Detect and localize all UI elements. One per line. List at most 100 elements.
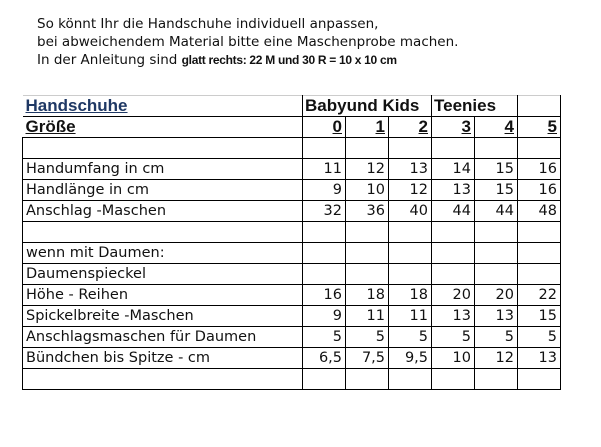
size-cell: 3 xyxy=(431,116,475,138)
value-cell: 9,5 xyxy=(388,347,432,369)
group-baby-kids: Babyund Kids xyxy=(302,95,432,117)
value-cell xyxy=(431,137,475,159)
header-empty-cell xyxy=(517,95,561,117)
value-cell: 14 xyxy=(431,158,475,180)
row-label: Handlänge in cm xyxy=(22,179,303,201)
value-cell: 16 xyxy=(517,179,561,201)
value-cell: 10 xyxy=(431,347,475,369)
table-row: Spickelbreite -Maschen 9 11 11 13 13 15 xyxy=(22,305,561,327)
value-cell xyxy=(388,242,432,264)
value-cell: 7,5 xyxy=(345,347,389,369)
value-cell: 12 xyxy=(345,158,389,180)
size-cell: 4 xyxy=(474,116,518,138)
value-cell: 5 xyxy=(302,326,346,348)
table-row: Anschlag -Maschen 32 36 40 44 44 48 xyxy=(22,200,561,222)
value-cell: 32 xyxy=(302,200,346,222)
row-label xyxy=(22,221,303,243)
value-cell xyxy=(345,137,389,159)
size-cell: 2 xyxy=(388,116,432,138)
value-cell xyxy=(388,137,432,159)
size-cell: 5 xyxy=(517,116,561,138)
size-label: Größe xyxy=(22,116,303,138)
value-cell: 13 xyxy=(517,347,561,369)
row-label xyxy=(22,137,303,159)
value-cell: 9 xyxy=(302,305,346,327)
table-row: Handlänge in cm 9 10 12 13 15 16 xyxy=(22,179,561,201)
value-cell xyxy=(431,368,475,390)
value-cell: 5 xyxy=(431,326,475,348)
table-row xyxy=(22,221,561,243)
value-cell xyxy=(302,137,346,159)
value-cell xyxy=(431,263,475,285)
value-cell: 5 xyxy=(388,326,432,348)
value-cell: 16 xyxy=(302,284,346,306)
value-cell: 15 xyxy=(474,158,518,180)
value-cell xyxy=(517,221,561,243)
row-label: Handumfang in cm xyxy=(22,158,303,180)
value-cell: 20 xyxy=(474,284,518,306)
value-cell xyxy=(431,221,475,243)
value-cell: 9 xyxy=(302,179,346,201)
table-row: Daumenspieckel xyxy=(22,263,561,285)
value-cell xyxy=(474,242,518,264)
row-label: Anschlagsmaschen für Daumen xyxy=(22,326,303,348)
table-row xyxy=(22,368,561,390)
intro-line-2: bei abweichendem Material bitte eine Mas… xyxy=(37,34,459,50)
table-row: Höhe - Reihen 16 18 18 20 20 22 xyxy=(22,284,561,306)
value-cell: 44 xyxy=(474,200,518,222)
header-row: Handschuhe Babyund Kids Teenies xyxy=(22,95,561,117)
value-cell: 15 xyxy=(474,179,518,201)
value-cell xyxy=(388,221,432,243)
value-cell: 13 xyxy=(431,305,475,327)
value-cell: 22 xyxy=(517,284,561,306)
value-cell: 10 xyxy=(345,179,389,201)
value-cell xyxy=(345,263,389,285)
value-cell: 11 xyxy=(302,158,346,180)
intro-line-3-prefix: In der Anleitung sind xyxy=(37,52,182,68)
value-cell xyxy=(388,368,432,390)
value-cell xyxy=(302,368,346,390)
size-cell: 0 xyxy=(302,116,346,138)
group-teenies: Teenies xyxy=(431,95,518,117)
value-cell: 20 xyxy=(431,284,475,306)
value-cell xyxy=(345,368,389,390)
value-cell: 5 xyxy=(474,326,518,348)
value-cell xyxy=(517,368,561,390)
value-cell xyxy=(517,242,561,264)
value-cell: 16 xyxy=(517,158,561,180)
table-row xyxy=(22,137,561,159)
intro-text: So könnt Ihr die Handschuhe individuell … xyxy=(37,15,458,69)
row-label: Spickelbreite -Maschen xyxy=(22,305,303,327)
value-cell: 13 xyxy=(474,305,518,327)
value-cell xyxy=(302,221,346,243)
table-title: Handschuhe xyxy=(22,95,303,117)
intro-line-3: In der Anleitung sind glatt rechts: 22 M… xyxy=(37,51,458,69)
row-label xyxy=(22,368,303,390)
gauge-info: glatt rechts: 22 M und 30 R = 10 x 10 cm xyxy=(181,53,397,67)
value-cell: 5 xyxy=(517,326,561,348)
value-cell xyxy=(517,137,561,159)
table-row: Anschlagsmaschen für Daumen 5 5 5 5 5 5 xyxy=(22,326,561,348)
table-row: Bündchen bis Spitze - cm 6,5 7,5 9,5 10 12 13 xyxy=(22,347,561,369)
value-cell: 5 xyxy=(345,326,389,348)
value-cell: 6,5 xyxy=(302,347,346,369)
row-label: Daumenspieckel xyxy=(22,263,303,285)
value-cell: 12 xyxy=(474,347,518,369)
value-cell xyxy=(345,221,389,243)
value-cell: 36 xyxy=(345,200,389,222)
value-cell: 13 xyxy=(388,158,432,180)
value-cell: 18 xyxy=(345,284,389,306)
value-cell: 13 xyxy=(431,179,475,201)
value-cell: 48 xyxy=(517,200,561,222)
value-cell: 40 xyxy=(388,200,432,222)
value-cell xyxy=(388,263,432,285)
row-label: Bündchen bis Spitze - cm xyxy=(22,347,303,369)
row-label: Höhe - Reihen xyxy=(22,284,303,306)
row-label: Anschlag -Maschen xyxy=(22,200,303,222)
table-row: wenn mit Daumen: xyxy=(22,242,561,264)
value-cell xyxy=(345,242,389,264)
table-row: Handumfang in cm 11 12 13 14 15 16 xyxy=(22,158,561,180)
value-cell: 12 xyxy=(388,179,432,201)
value-cell: 18 xyxy=(388,284,432,306)
value-cell xyxy=(474,368,518,390)
